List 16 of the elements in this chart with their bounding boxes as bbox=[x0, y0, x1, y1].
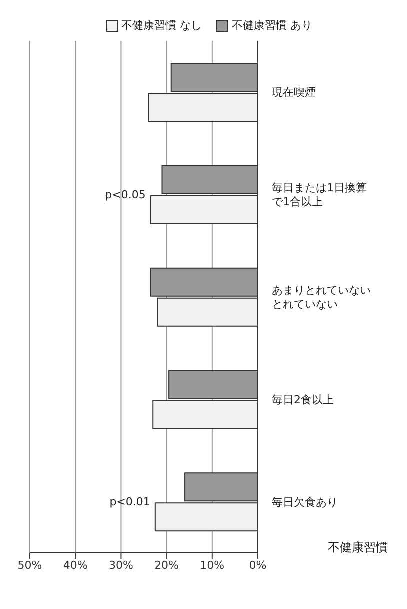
x-tick-label: 50% bbox=[18, 558, 42, 572]
y-tick-label: 現在喫煙 bbox=[272, 86, 316, 100]
y-tick-label: 毎日欠食あり bbox=[272, 496, 338, 509]
y-tick-label: あまりとれていないとれていない bbox=[272, 284, 371, 311]
x-tick-label: 40% bbox=[63, 558, 88, 572]
annotation: p<0.01 bbox=[110, 496, 150, 509]
legend-label: 不健康習慣 あり bbox=[232, 18, 312, 33]
x-tick-label: 30% bbox=[108, 558, 134, 572]
x-axis-title: 不健康習慣 bbox=[328, 540, 388, 554]
x-tick-label: 10% bbox=[200, 558, 225, 572]
legend-label: 不健康習慣 なし bbox=[122, 18, 202, 33]
y-tick-label: 毎日2食以上 bbox=[272, 393, 334, 406]
annotation: p<0.05 bbox=[105, 188, 146, 202]
y-tick-label: 毎日または1日換算で1合以上 bbox=[272, 182, 367, 209]
x-tick-label: 20% bbox=[154, 558, 180, 572]
x-tick-label: 0% bbox=[249, 558, 267, 572]
